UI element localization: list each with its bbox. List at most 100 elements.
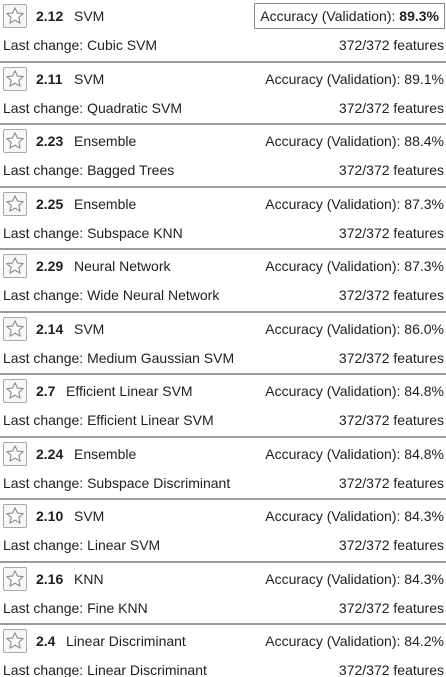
last-change-value: Bagged Trees [87, 162, 175, 178]
favorite-toggle[interactable] [3, 316, 27, 341]
metric-label: Accuracy (Validation): [265, 258, 401, 274]
favorite-toggle[interactable] [3, 129, 27, 153]
last-change-value: Quadratic SVM [87, 99, 182, 116]
model-type: Ensemble [74, 133, 137, 149]
model-id: 2.12 [36, 8, 64, 24]
model-type: Neural Network [74, 258, 171, 274]
accuracy-metric: Accuracy (Validation): 89.3% [254, 3, 445, 29]
metric-value: 84.8% [404, 383, 444, 399]
feature-count: 372/372 features [338, 537, 444, 553]
accuracy-metric: Accuracy (Validation): 87.3% [265, 196, 444, 212]
model-id: 2.16 [36, 570, 64, 587]
feature-count: 372/372 features [338, 37, 444, 53]
feature-count: 372/372 features [338, 599, 444, 616]
last-change-label: Last change: [3, 37, 84, 53]
favorite-toggle[interactable] [3, 629, 27, 653]
favorite-toggle[interactable] [3, 441, 27, 466]
metric-label: Accuracy (Validation): [265, 633, 401, 649]
star-icon [6, 569, 24, 587]
last-change-value: Medium Gaussian SVM [87, 349, 235, 366]
accuracy-metric: Accuracy (Validation): 86.0% [265, 321, 444, 337]
model-card-2-29[interactable]: 2.29 Neural Network Accuracy (Validation… [0, 250, 446, 313]
star-icon [6, 632, 24, 649]
last-change: Last change: Bagged Trees [3, 162, 174, 178]
last-change-value: Linear SVM [87, 537, 161, 553]
model-id: 2.4 [36, 633, 56, 649]
favorite-toggle[interactable] [3, 379, 27, 403]
metric-label: Accuracy (Validation): [260, 8, 396, 24]
accuracy-metric: Accuracy (Validation): 87.3% [265, 258, 444, 274]
star-icon [6, 257, 24, 274]
last-change-value: Subspace Discriminant [87, 474, 231, 491]
metric-label: Accuracy (Validation): [265, 383, 401, 399]
last-change: Last change: Subspace Discriminant [3, 475, 230, 491]
model-card-2-16[interactable]: 2.16 KNN Accuracy (Validation): 84.3% La… [0, 562, 446, 625]
model-type: Efficient Linear SVM [66, 383, 193, 399]
metric-value: 87.3% [404, 195, 444, 212]
metric-label: Accuracy (Validation): [265, 508, 401, 524]
last-change-label: Last change: [3, 224, 84, 241]
star-icon [6, 7, 24, 24]
feature-count: 372/372 features [338, 412, 444, 428]
feature-count: 372/372 features [338, 287, 444, 303]
feature-count: 372/372 features [338, 474, 444, 491]
last-change: Last change: Cubic SVM [3, 37, 157, 53]
favorite-toggle[interactable] [3, 191, 27, 216]
model-type: SVM [74, 508, 105, 524]
favorite-toggle[interactable] [3, 566, 27, 591]
metric-value: 89.1% [404, 70, 444, 87]
model-card-2-11[interactable]: 2.11 SVM Accuracy (Validation): 89.1% La… [0, 62, 446, 125]
accuracy-metric: Accuracy (Validation): 84.2% [265, 633, 444, 649]
favorite-toggle[interactable] [3, 254, 27, 278]
favorite-toggle[interactable] [3, 66, 27, 91]
favorite-toggle[interactable] [3, 4, 27, 28]
model-card-2-10[interactable]: 2.10 SVM Accuracy (Validation): 84.3% La… [0, 500, 446, 563]
last-change: Last change: Linear SVM [3, 537, 160, 553]
model-card-2-7[interactable]: 2.7 Efficient Linear SVM Accuracy (Valid… [0, 375, 446, 438]
model-id: 2.25 [36, 195, 64, 212]
metric-value: 89.3% [399, 8, 439, 24]
last-change-label: Last change: [3, 599, 84, 616]
model-id: 2.10 [36, 508, 64, 524]
star-icon [6, 382, 24, 399]
model-card-2-25[interactable]: 2.25 Ensemble Accuracy (Validation): 87.… [0, 187, 446, 250]
last-change: Last change: Linear Discriminant [3, 662, 207, 677]
model-id: 2.14 [36, 320, 64, 337]
last-change-value: Efficient Linear SVM [87, 412, 214, 428]
metric-label: Accuracy (Validation): [265, 445, 401, 462]
accuracy-metric: Accuracy (Validation): 84.8% [265, 446, 444, 462]
last-change: Last change: Quadratic SVM [3, 100, 182, 116]
model-card-2-12[interactable]: 2.12 SVM Accuracy (Validation): 89.3% La… [0, 0, 446, 63]
model-card-2-4[interactable]: 2.4 Linear Discriminant Accuracy (Valida… [0, 625, 446, 677]
favorite-toggle[interactable] [3, 504, 27, 528]
model-id: 2.29 [36, 258, 64, 274]
metric-value: 84.3% [404, 570, 444, 587]
model-id: 2.7 [36, 383, 56, 399]
last-change: Last change: Medium Gaussian SVM [3, 350, 234, 366]
metric-label: Accuracy (Validation): [265, 133, 401, 149]
last-change-label: Last change: [3, 99, 84, 116]
model-card-2-14[interactable]: 2.14 SVM Accuracy (Validation): 86.0% La… [0, 312, 446, 375]
star-icon [6, 319, 24, 337]
model-card-2-23[interactable]: 2.23 Ensemble Accuracy (Validation): 88.… [0, 125, 446, 188]
star-icon [6, 132, 24, 149]
feature-count: 372/372 features [338, 349, 444, 366]
star-icon [6, 194, 24, 212]
last-change: Last change: Efficient Linear SVM [3, 412, 214, 428]
last-change-label: Last change: [3, 537, 84, 553]
metric-value: 86.0% [404, 320, 444, 337]
last-change-value: Wide Neural Network [87, 287, 220, 303]
model-type: SVM [74, 70, 105, 87]
accuracy-metric: Accuracy (Validation): 89.1% [265, 71, 444, 87]
last-change-label: Last change: [3, 412, 84, 428]
last-change-value: Subspace KNN [87, 224, 183, 241]
feature-count: 372/372 features [338, 662, 444, 677]
metric-value: 88.4% [404, 133, 444, 149]
last-change: Last change: Wide Neural Network [3, 287, 219, 303]
model-id: 2.23 [36, 133, 64, 149]
feature-count: 372/372 features [338, 162, 444, 178]
last-change-label: Last change: [3, 474, 84, 491]
model-card-2-24[interactable]: 2.24 Ensemble Accuracy (Validation): 84.… [0, 437, 446, 500]
feature-count: 372/372 features [338, 99, 444, 116]
